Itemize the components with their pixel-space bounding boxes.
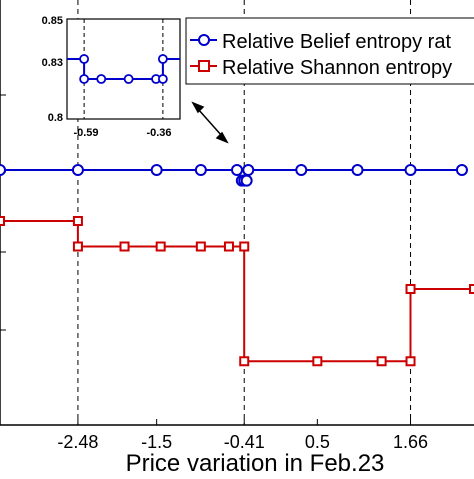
legend-marker-shannon bbox=[198, 60, 210, 72]
series-0-point-1 bbox=[71, 164, 84, 176]
series-1-point-2 bbox=[72, 241, 83, 252]
inset-ytick-08: 0.8 bbox=[48, 112, 63, 124]
legend-label-belief: Relative Belief entropy rat bbox=[222, 31, 451, 53]
series-0-point-11 bbox=[404, 164, 417, 176]
inset-point-1 bbox=[79, 74, 90, 84]
inset-ytick-085: 0.85 bbox=[42, 15, 63, 27]
inset-box bbox=[66, 18, 181, 120]
x-tick-label-1: -1.5 bbox=[141, 432, 172, 452]
x-ticks: -2.48 -1.5 -0.41 0.5 1.66 bbox=[57, 419, 428, 452]
zoom-arrow bbox=[191, 101, 229, 144]
x-tick-label-3: 0.5 bbox=[305, 432, 330, 452]
series-layer bbox=[0, 164, 474, 367]
legend-box bbox=[185, 17, 474, 85]
series-0-point-3 bbox=[194, 164, 207, 176]
series-0-point-4 bbox=[231, 164, 243, 176]
series-0-point-7 bbox=[240, 174, 253, 187]
series-0-point-0 bbox=[0, 164, 6, 176]
inset-point-2 bbox=[96, 74, 107, 84]
series-line-1 bbox=[0, 220, 474, 363]
legend-label-shannon: Relative Shannon entropy bbox=[222, 57, 452, 79]
x-tick-label-4: 1.66 bbox=[393, 432, 428, 452]
series-1-point-6 bbox=[223, 241, 234, 252]
series-1-point-1 bbox=[72, 216, 83, 226]
inset-point-5 bbox=[157, 74, 168, 84]
series-0-point-8 bbox=[242, 164, 255, 176]
series-1-point-5 bbox=[195, 241, 206, 252]
inset-xtick-059: -0.59 bbox=[73, 127, 98, 139]
x-tick-label-2: -0.41 bbox=[224, 432, 265, 452]
series-1-point-8 bbox=[239, 356, 250, 367]
series-0-point-10 bbox=[351, 164, 364, 176]
x-axis-label: Price variation in Feb.23 bbox=[126, 450, 385, 474]
series-1-point-13 bbox=[469, 284, 474, 294]
inset-ytick-083: 0.83 bbox=[42, 57, 63, 69]
inset-point-3 bbox=[123, 74, 134, 84]
series-0-point-2 bbox=[150, 164, 163, 176]
series-0-point-12 bbox=[455, 164, 468, 176]
inset-layer bbox=[67, 19, 180, 119]
series-line-0 bbox=[0, 169, 462, 182]
inset: 0.85 0.83 0.8 -0.59 -0.36 bbox=[42, 15, 181, 139]
series-1-point-7 bbox=[239, 241, 250, 252]
inset-point-6 bbox=[157, 54, 168, 64]
x-tick-label-0: -2.48 bbox=[57, 432, 98, 452]
inset-xtick-036: -0.36 bbox=[146, 127, 171, 139]
series-1-point-10 bbox=[376, 356, 387, 367]
series-1-point-11 bbox=[405, 356, 416, 367]
series-0-point-9 bbox=[295, 164, 308, 176]
inset-point-0 bbox=[79, 54, 90, 64]
legend: Relative Belief entropy rat Relative Sha… bbox=[185, 17, 474, 85]
series-1-point-0 bbox=[0, 216, 5, 226]
legend-marker-belief bbox=[198, 34, 210, 46]
series-1-point-9 bbox=[312, 356, 323, 367]
series-1-point-3 bbox=[119, 241, 130, 252]
series-1-point-4 bbox=[155, 241, 166, 252]
series-1-point-12 bbox=[405, 284, 416, 294]
